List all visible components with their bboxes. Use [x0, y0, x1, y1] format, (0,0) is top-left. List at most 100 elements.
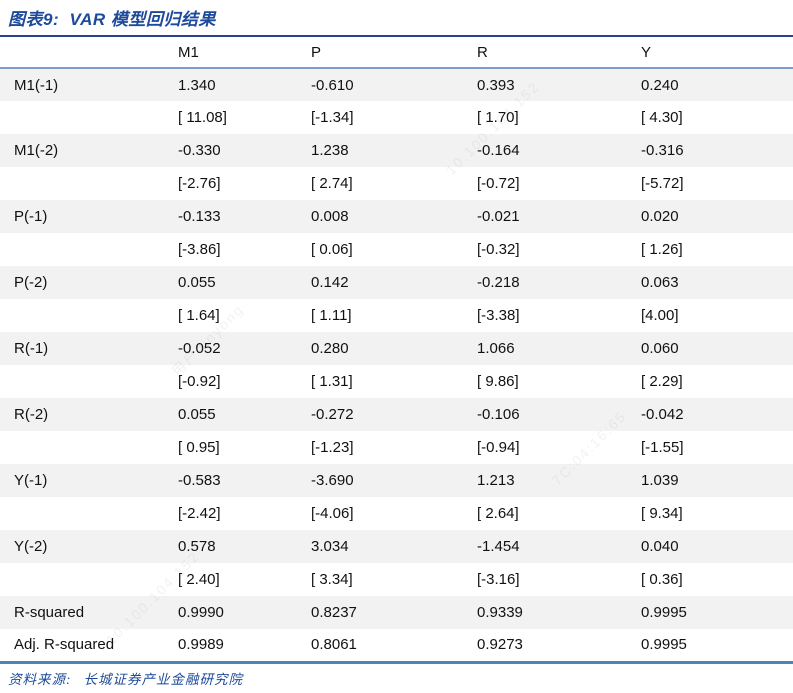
value-cell: [ 1.64]	[178, 307, 220, 324]
value-cell: 0.008	[311, 208, 349, 225]
value-cell: 0.9273	[477, 636, 523, 654]
row-label: M1(-1)	[14, 76, 59, 94]
value-cell: 1.340	[178, 76, 216, 94]
table-row: M1(-2) -0.330 1.238 -0.164 -0.316	[0, 134, 793, 167]
row-label	[0, 101, 163, 134]
value-cell: 0.9339	[477, 604, 523, 621]
value-cell: -0.052	[178, 340, 221, 357]
value-cell: 0.055	[178, 274, 216, 291]
value-cell: [ 9.86]	[477, 373, 519, 390]
value-cell: [-5.72]	[641, 175, 684, 192]
value-cell: -0.330	[178, 142, 221, 159]
value-cell: 0.9995	[641, 636, 687, 654]
table-row: [-0.92] [ 1.31] [ 9.86] [ 2.29]	[0, 365, 793, 398]
value-cell: [ 0.06]	[311, 241, 353, 258]
value-cell: 0.9995	[641, 604, 687, 621]
value-cell: 1.213	[477, 472, 515, 489]
value-cell: [ 2.40]	[178, 571, 220, 588]
value-cell: [ 2.74]	[311, 175, 353, 192]
value-cell: [-3.16]	[477, 571, 520, 588]
value-cell: -3.690	[311, 472, 354, 489]
table-row: R(-1) -0.052 0.280 1.066 0.060	[0, 332, 793, 365]
value-cell: [4.00]	[641, 307, 679, 324]
value-cell: [ 1.31]	[311, 373, 353, 390]
value-cell: -0.610	[311, 76, 354, 94]
value-cell: [-3.86]	[178, 241, 221, 258]
column-header-m1: M1	[163, 36, 296, 69]
value-cell: -0.133	[178, 208, 221, 225]
value-cell: [ 0.36]	[641, 571, 683, 588]
value-cell: 0.240	[641, 76, 679, 94]
value-cell: 3.034	[311, 538, 349, 555]
table-row: Y(-2) 0.578 3.034 -1.454 0.040	[0, 530, 793, 563]
value-cell: 0.060	[641, 340, 679, 357]
value-cell: [-1.34]	[311, 109, 354, 126]
row-label	[0, 431, 163, 464]
table-row: Y(-1) -0.583 -3.690 1.213 1.039	[0, 464, 793, 497]
value-cell: [-2.76]	[178, 175, 221, 192]
table-row: M1(-1) 1.340 -0.610 0.393 0.240	[0, 68, 793, 101]
value-cell: -0.106	[477, 406, 520, 423]
var-regression-table: M1 P R Y M1(-1) 1.340 -0.610 0.393 0.240 [ 11…	[0, 35, 793, 664]
value-cell: 0.280	[311, 340, 349, 357]
value-cell: 1.039	[641, 472, 679, 489]
page-title: 图表9: VAR 模型回归结果	[8, 10, 216, 29]
row-label	[0, 299, 163, 332]
column-header-p: P	[296, 36, 462, 69]
row-label	[0, 233, 163, 266]
table-row: [-2.76] [ 2.74] [-0.72] [-5.72]	[0, 167, 793, 200]
table-row: Adj. R-squared 0.9989 0.8061 0.9273 0.9995	[0, 629, 793, 662]
value-cell: -0.042	[641, 406, 684, 423]
source-label: 资料来源:	[8, 671, 72, 687]
value-cell: [-4.06]	[311, 505, 354, 522]
value-cell: [ 0.95]	[178, 439, 220, 456]
row-label: P(-2)	[14, 274, 48, 291]
value-cell: 0.040	[641, 538, 679, 555]
row-label: R(-1)	[14, 340, 49, 357]
table-row: [-3.86] [ 0.06] [-0.32] [ 1.26]	[0, 233, 793, 266]
table-row: [ 0.95] [-1.23] [-0.94] [-1.55]	[0, 431, 793, 464]
value-cell: 0.8237	[311, 604, 357, 621]
table-body: M1(-1) 1.340 -0.610 0.393 0.240 [ 11.08] [-1.3…	[0, 68, 793, 662]
value-cell: -0.316	[641, 142, 684, 159]
row-label: Adj. R-squared	[14, 636, 115, 654]
value-cell: -0.583	[178, 472, 221, 489]
value-cell: 0.393	[477, 76, 515, 94]
header-row: M1 P R Y	[0, 36, 793, 69]
table-row: [ 1.64] [ 1.11] [-3.38] [4.00]	[0, 299, 793, 332]
row-label	[0, 365, 163, 398]
value-cell: -0.021	[477, 208, 520, 225]
table-row: [ 2.40] [ 3.34] [-3.16] [ 0.36]	[0, 563, 793, 596]
row-label	[0, 497, 163, 530]
value-cell: 1.238	[311, 142, 349, 159]
table-row: P(-2) 0.055 0.142 -0.218 0.063	[0, 266, 793, 299]
table-row: P(-1) -0.133 0.008 -0.021 0.020	[0, 200, 793, 233]
row-label	[0, 563, 163, 596]
value-cell: [ 2.64]	[477, 505, 519, 522]
value-cell: [ 3.34]	[311, 571, 353, 588]
table-row: R(-2) 0.055 -0.272 -0.106 -0.042	[0, 398, 793, 431]
table-row: [-2.42] [-4.06] [ 2.64] [ 9.34]	[0, 497, 793, 530]
value-cell: [ 9.34]	[641, 505, 683, 522]
value-cell: 0.578	[178, 538, 216, 555]
column-header-r: R	[462, 36, 626, 69]
row-label: Y(-2)	[14, 538, 48, 555]
value-cell: 0.020	[641, 208, 679, 225]
value-cell: [-0.32]	[477, 241, 520, 258]
row-label: R-squared	[14, 604, 85, 621]
value-cell: -0.164	[477, 142, 520, 159]
value-cell: 0.9989	[178, 636, 224, 654]
value-cell: 0.055	[178, 406, 216, 423]
value-cell: -0.272	[311, 406, 354, 423]
value-cell: [-2.42]	[178, 505, 221, 522]
corner-cell	[0, 36, 163, 69]
value-cell: [ 1.70]	[477, 109, 519, 126]
table-row: R-squared 0.9990 0.8237 0.9339 0.9995	[0, 596, 793, 629]
value-cell: [-0.72]	[477, 175, 520, 192]
table-header: M1 P R Y	[0, 36, 793, 69]
value-cell: -1.454	[477, 538, 520, 555]
row-label: Y(-1)	[14, 472, 48, 489]
value-cell: 0.063	[641, 274, 679, 291]
column-header-y: Y	[626, 36, 793, 69]
